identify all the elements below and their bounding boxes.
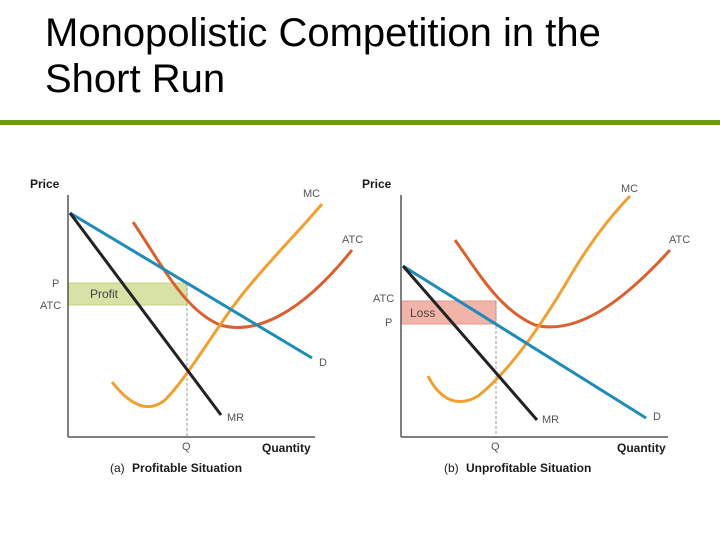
mr-label: MR bbox=[227, 412, 244, 424]
loss-area-label: Loss bbox=[410, 306, 435, 320]
atc-curve bbox=[453, 239, 672, 329]
caption-tag: (b) bbox=[444, 461, 459, 475]
mc-curve bbox=[426, 194, 632, 403]
panel-unprofitable: Loss Price Quantity ATC P Q MC ATC D MR … bbox=[362, 177, 690, 475]
mr-curve bbox=[401, 265, 539, 421]
x-axis-label: Quantity bbox=[262, 441, 311, 455]
mc-label: MC bbox=[303, 188, 320, 200]
mr-label: MR bbox=[542, 414, 559, 426]
caption-tag: (a) bbox=[110, 461, 125, 475]
q-tick-label: Q bbox=[182, 441, 191, 453]
price-tick-label: P bbox=[385, 317, 392, 329]
caption-text: Profitable Situation bbox=[132, 461, 242, 475]
mc-label: MC bbox=[621, 183, 638, 195]
d-label: D bbox=[319, 357, 327, 369]
profit-area bbox=[67, 282, 188, 306]
price-tick-label: P bbox=[52, 278, 59, 290]
panel-profitable: Profit Price Quantity P ATC Q MC ATC D M… bbox=[30, 177, 363, 475]
d-label: D bbox=[653, 411, 661, 423]
y-axis-label: Price bbox=[30, 177, 60, 191]
atc-curve bbox=[131, 221, 354, 329]
caption-unprofitable: (b) Unprofitable Situation bbox=[444, 461, 591, 475]
caption-text: Unprofitable Situation bbox=[466, 461, 591, 475]
slide-title: Monopolistic Competition in the Short Ru… bbox=[45, 11, 601, 101]
caption-profitable: (a) Profitable Situation bbox=[110, 461, 242, 475]
mc-curve bbox=[110, 203, 324, 409]
demand-curve bbox=[402, 264, 647, 420]
mr-curve bbox=[68, 212, 223, 416]
atc-tick-label: ATC bbox=[40, 300, 61, 312]
demand-curve bbox=[69, 211, 313, 360]
atc-tick-label: ATC bbox=[373, 293, 394, 305]
y-axis-label: Price bbox=[362, 177, 392, 191]
atc-label: ATC bbox=[669, 234, 690, 246]
atc-label: ATC bbox=[342, 234, 363, 246]
title-rule bbox=[0, 120, 720, 125]
profit-area-label: Profit bbox=[90, 287, 119, 301]
x-axis-label: Quantity bbox=[617, 441, 666, 455]
q-tick-label: Q bbox=[491, 441, 500, 453]
